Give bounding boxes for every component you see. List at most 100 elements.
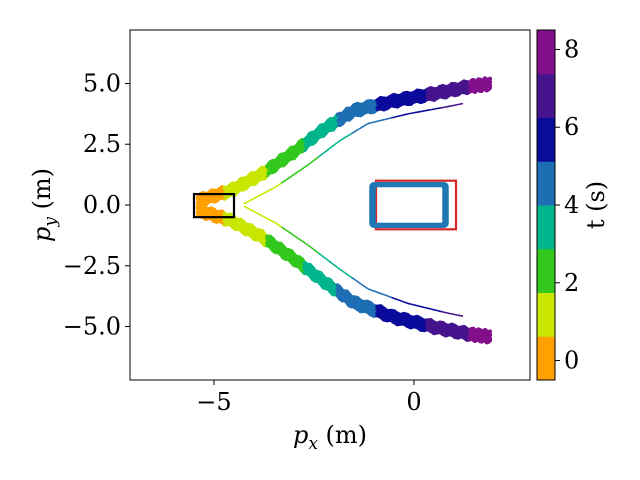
reference-line-segment	[294, 235, 298, 239]
x-tick-label: −5	[196, 388, 231, 416]
reference-line-segment	[367, 288, 372, 291]
reference-line-segment	[459, 102, 464, 105]
plot-content	[192, 76, 493, 345]
reference-line-segment	[450, 104, 455, 107]
reference-line-segment	[360, 125, 364, 129]
reference-line-segment	[254, 195, 258, 199]
reference-line-segment	[331, 144, 336, 148]
obstacle-blue-box	[369, 182, 449, 228]
reference-line-segment	[411, 303, 415, 306]
reference-line-segment	[262, 215, 266, 219]
reference-line-segment	[348, 275, 353, 279]
reference-line-segment	[320, 254, 325, 258]
reference-line-segment	[401, 113, 405, 117]
reference-line-segment	[336, 266, 341, 271]
reference-line-segment	[251, 197, 256, 201]
reference-line-segment	[447, 105, 452, 108]
reference-line-segment	[339, 138, 343, 142]
reference-line-segment	[267, 188, 272, 192]
reference-line-segment	[367, 121, 372, 125]
reference-line-segment	[414, 304, 419, 307]
colorbar: 0 2 4 6 8 t (s)	[536, 29, 610, 381]
reference-line-segment	[353, 129, 357, 133]
reference-line-segment	[371, 289, 375, 293]
reference-line-segment	[326, 148, 330, 152]
reference-line-segment	[353, 278, 357, 282]
colorbar-segment	[537, 336, 555, 381]
colorbar-segment	[537, 117, 555, 162]
reference-line-segment	[310, 160, 314, 164]
reference-line-segment	[264, 216, 269, 220]
reference-line-segment	[304, 164, 309, 168]
reference-line-segment	[331, 262, 336, 266]
reference-line-segment	[270, 187, 274, 191]
reference-line-segment	[286, 229, 290, 234]
reference-line-segment	[404, 301, 409, 305]
reference-line-segment	[374, 290, 379, 294]
reference-line-segment	[248, 198, 253, 202]
reference-line-segment	[384, 117, 389, 121]
reference-line-segment	[275, 184, 280, 188]
reference-line-segment	[315, 250, 320, 254]
reference-line-segment	[427, 108, 432, 111]
colorbar-tick-label: 2	[564, 269, 579, 297]
reference-line-segment	[248, 208, 253, 212]
reference-line-segment	[407, 112, 412, 115]
reference-line-segment	[259, 193, 264, 196]
reference-line-segment	[262, 191, 266, 195]
reference-line-segment	[456, 314, 461, 317]
x-axis: −5 0	[196, 380, 422, 416]
obstacle-red-box	[374, 179, 458, 231]
reference-line-segment	[302, 166, 306, 170]
colorbar-segment	[537, 205, 555, 250]
x-axis-title: px (m)	[293, 421, 367, 454]
reference-line-segment	[450, 312, 455, 316]
reference-line-segment	[294, 171, 298, 175]
obstacle-blue-outline	[369, 182, 449, 228]
reference-line-segment	[441, 106, 445, 109]
reference-line-segment	[387, 295, 392, 299]
reference-line-segment	[278, 224, 282, 228]
reference-line-segment	[312, 158, 317, 162]
reference-line-segment	[437, 309, 442, 313]
trajectory-segment	[486, 329, 493, 335]
reference-line-segment	[377, 291, 382, 295]
reference-line-segment	[344, 271, 348, 275]
reference-line-segment	[411, 111, 415, 115]
reference-line-segment	[394, 297, 399, 301]
reference-line-segment	[291, 173, 296, 177]
reference-line-segment	[272, 221, 277, 224]
reference-line-segment	[299, 167, 304, 172]
y-tick-label: −5.0	[63, 313, 121, 341]
reference-line-segment	[334, 141, 338, 146]
reference-line-segment	[437, 106, 442, 110]
colorbar-segment	[537, 30, 555, 75]
start-region-box	[192, 192, 236, 219]
reference-line-segment	[315, 156, 320, 160]
reference-line-segment	[278, 182, 282, 186]
reference-line-segment	[302, 240, 306, 244]
reference-line-segment	[360, 283, 364, 287]
reference-line-segment	[384, 294, 389, 297]
reference-line-segment	[254, 211, 258, 215]
reference-line-segment	[394, 115, 399, 118]
reference-line-segment	[365, 122, 369, 126]
reference-line-segment	[318, 154, 322, 158]
reference-line-segment	[336, 139, 341, 144]
reference-line-segment	[358, 127, 362, 130]
reference-line-segment	[246, 206, 250, 210]
reference-line-segment	[341, 137, 346, 140]
reference-line-segment	[348, 132, 353, 136]
trajectory-lower	[195, 203, 493, 345]
reference-line-segment	[283, 228, 288, 232]
reference-line-segment	[453, 103, 458, 107]
reference-line-segment	[365, 286, 369, 290]
reference-line-segment	[256, 194, 261, 198]
colorbar-tick-label: 4	[564, 191, 579, 219]
reference-line-segment	[251, 209, 256, 213]
reference-line-segment	[283, 178, 288, 182]
reference-line-segment	[444, 311, 449, 314]
reference-line-segment	[424, 109, 429, 112]
reference-line-segment	[391, 296, 395, 300]
reference-line-segment	[243, 205, 248, 209]
